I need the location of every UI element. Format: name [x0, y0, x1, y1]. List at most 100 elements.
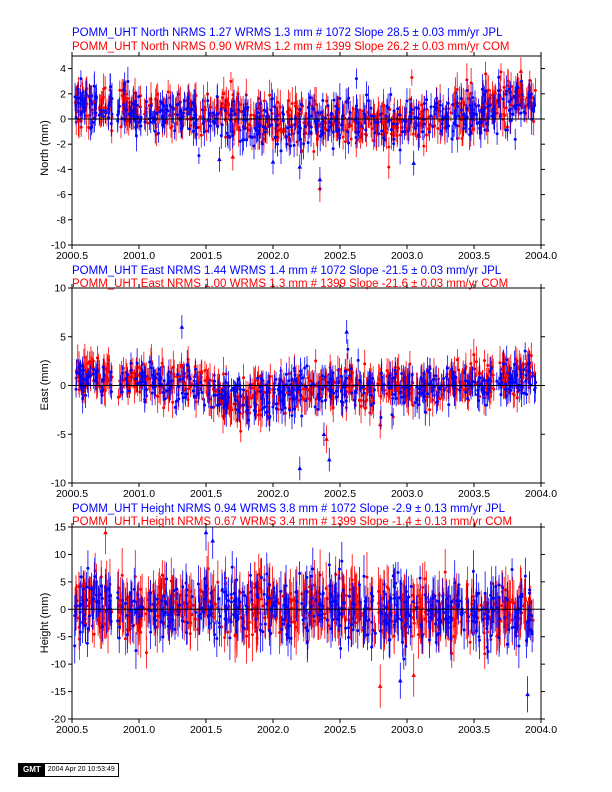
data-point [256, 413, 260, 417]
data-point [223, 109, 227, 113]
data-point [170, 379, 174, 383]
data-point [224, 135, 228, 139]
data-point [478, 376, 482, 380]
data-point [385, 392, 389, 396]
data-point [268, 93, 272, 97]
data-point [410, 76, 414, 80]
data-point [460, 108, 464, 112]
data-point [225, 404, 229, 408]
data-point [309, 114, 313, 118]
data-point [273, 135, 277, 139]
data-point [350, 391, 354, 395]
data-point [260, 377, 264, 381]
x-tick-label: 2000.5 [56, 250, 88, 262]
data-point [235, 97, 239, 101]
data-point [314, 119, 318, 123]
data-point [512, 104, 516, 108]
data-point [235, 418, 239, 422]
data-point [339, 123, 343, 127]
data-point [457, 124, 461, 128]
data-point [497, 89, 501, 93]
data-point [245, 634, 249, 638]
data-point [451, 103, 455, 107]
data-point [162, 406, 166, 410]
data-point [498, 377, 502, 381]
data-point [485, 121, 489, 125]
data-point [208, 124, 212, 128]
data-point [122, 88, 126, 92]
data-point [218, 402, 222, 406]
data-point [81, 364, 85, 368]
data-point [507, 87, 511, 91]
data-point [268, 414, 272, 418]
data-point [294, 101, 298, 105]
data-point [79, 98, 83, 102]
data-point [385, 374, 389, 378]
data-point [432, 116, 436, 120]
data-point [391, 376, 395, 380]
data-point [204, 379, 208, 383]
data-point [429, 114, 433, 118]
data-point [344, 399, 348, 403]
data-point [504, 89, 508, 93]
x-tick-label: 2001.0 [123, 488, 155, 500]
data-point [515, 384, 519, 388]
data-point [278, 105, 282, 109]
data-point [492, 387, 496, 391]
data-point [473, 380, 477, 384]
x-tick-label: 2004.0 [525, 250, 557, 262]
data-point [346, 347, 350, 351]
data-point [527, 381, 531, 385]
data-point [307, 120, 311, 124]
data-point [454, 375, 458, 379]
data-point [517, 103, 521, 107]
east-data-marks [74, 315, 538, 481]
data-point [166, 381, 170, 385]
data-point [344, 100, 348, 104]
data-point [250, 386, 254, 390]
data-point [120, 371, 124, 375]
data-point [229, 79, 233, 83]
data-point [454, 114, 458, 118]
data-point [236, 394, 240, 398]
y-tick-label: -10 [51, 240, 66, 252]
data-point [81, 368, 85, 372]
data-point [438, 397, 442, 401]
data-point [101, 378, 105, 382]
outlier-point [217, 156, 222, 162]
data-point [436, 127, 440, 131]
outlier-point [344, 329, 349, 334]
data-point [438, 119, 442, 123]
data-point [438, 103, 442, 107]
data-point [375, 120, 379, 124]
data-point [122, 103, 126, 107]
data-point [465, 106, 469, 110]
outlier-point [179, 324, 185, 329]
data-point [398, 113, 402, 117]
data-point [220, 96, 224, 100]
data-point [205, 129, 209, 133]
data-point [419, 376, 423, 380]
x-tick-label: 2001.0 [123, 250, 155, 262]
data-point [305, 364, 309, 368]
data-point [120, 390, 124, 394]
data-point [498, 114, 502, 118]
data-point [319, 380, 323, 384]
north-header-com: POMM_UHT North NRMS 0.90 WRMS 1.2 mm # 1… [72, 41, 509, 53]
outlier-point [317, 176, 323, 182]
data-point [231, 134, 235, 138]
data-point [451, 374, 455, 378]
data-point [264, 410, 268, 414]
data-point [254, 129, 258, 133]
data-point [335, 395, 339, 399]
data-point [83, 355, 87, 359]
data-point [316, 395, 320, 399]
data-point [93, 379, 97, 383]
data-point [363, 362, 367, 366]
data-point [207, 392, 211, 396]
data-point [418, 387, 422, 391]
data-point [272, 387, 276, 391]
data-point [161, 123, 165, 127]
data-point [229, 388, 233, 392]
data-point [332, 391, 336, 395]
